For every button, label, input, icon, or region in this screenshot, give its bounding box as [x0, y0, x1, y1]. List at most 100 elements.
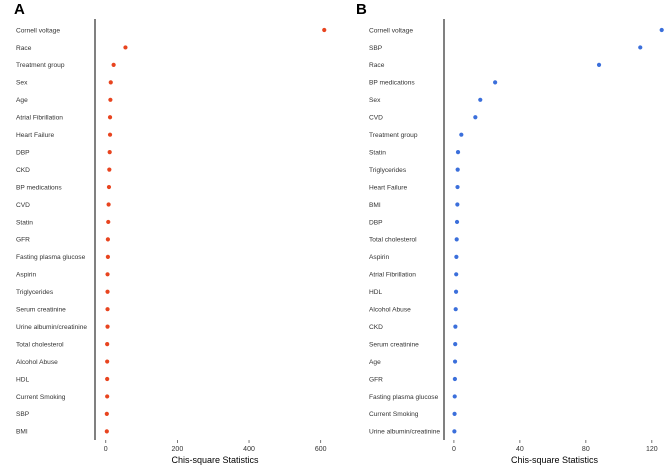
data-point	[107, 115, 113, 120]
x-tick-label: 0	[104, 446, 108, 453]
category-label: Age	[369, 359, 381, 366]
data-point	[105, 324, 110, 329]
chart-panel-a: Cornell voltage Race Treatment group Sex Age…	[16, 19, 327, 465]
category-label: Triglycerides	[16, 289, 54, 296]
chart-panel-b: Cornell voltage SBP Race BP medications Sex C…	[369, 19, 664, 465]
category-label: Urine albumin/creatinine	[16, 324, 87, 331]
data-point	[105, 272, 110, 277]
category-label: CKD	[16, 167, 30, 174]
data-point	[108, 80, 113, 85]
data-point	[473, 115, 478, 120]
category-label: BP medications	[369, 80, 415, 87]
data-point	[105, 237, 110, 242]
data-point	[596, 62, 602, 67]
data-point	[452, 376, 457, 382]
category-label: Urine albumin/creatinine	[369, 429, 440, 436]
data-point	[455, 184, 460, 190]
data-point	[105, 359, 110, 364]
category-label: Race	[369, 62, 385, 69]
category-label: BMI	[369, 202, 381, 209]
data-point	[638, 45, 643, 50]
x-axis-title: Chis-square Statistics	[171, 455, 259, 465]
x-tick-label: 200	[172, 446, 184, 453]
category-label: SBP	[16, 411, 30, 418]
data-point	[455, 202, 460, 207]
category-label: HDL	[16, 376, 30, 383]
data-point	[106, 219, 111, 225]
category-label: Treatment group	[369, 132, 418, 139]
category-label: Treatment group	[16, 62, 65, 69]
category-label: GFR	[16, 237, 30, 244]
category-label: Race	[16, 45, 32, 52]
data-point	[455, 150, 461, 155]
category-label: Statin	[369, 149, 386, 156]
x-tick-label: 0	[452, 446, 456, 453]
data-point	[107, 167, 112, 172]
category-label: Fasting plasma glucose	[16, 254, 86, 261]
category-label: Cornell voltage	[16, 27, 60, 34]
category-label: Aspirin	[369, 254, 389, 261]
data-point	[452, 429, 457, 434]
data-point	[659, 27, 664, 33]
category-label: Alcohol Abuse	[16, 359, 58, 366]
category-label: CKD	[369, 324, 383, 331]
x-axis-title: Chis-square Statistics	[511, 455, 599, 465]
x-tick-label: 80	[582, 446, 590, 453]
category-label: SBP	[369, 45, 383, 52]
category-label: Atrial Fibrillation	[16, 115, 63, 122]
data-point	[454, 237, 459, 242]
data-point	[453, 342, 458, 347]
category-label: Heart Failure	[369, 184, 407, 191]
category-label: Age	[16, 97, 28, 104]
data-point	[453, 307, 458, 312]
data-point	[104, 429, 109, 434]
category-label: CVD	[369, 115, 383, 122]
category-label: CVD	[16, 202, 30, 209]
category-label: Aspirin	[16, 272, 36, 279]
x-tick-label: 40	[516, 446, 524, 453]
data-point	[108, 97, 113, 102]
category-label: HDL	[369, 289, 383, 296]
data-point	[493, 80, 498, 85]
data-point	[105, 342, 110, 347]
category-label: Sex	[16, 80, 28, 87]
data-point	[105, 289, 110, 294]
x-tick-label: 600	[315, 446, 327, 453]
category-label: GFR	[369, 376, 383, 383]
panel-b-letter: B	[356, 1, 367, 18]
category-label: DBP	[369, 219, 383, 226]
data-point	[452, 359, 458, 364]
category-label: Sex	[369, 97, 381, 104]
category-label: Serum creatinine	[16, 307, 66, 314]
data-point	[104, 411, 109, 416]
x-tick-label: 120	[646, 446, 658, 453]
data-point	[453, 324, 458, 329]
category-label: Serum creatinine	[369, 341, 419, 348]
data-point	[455, 167, 460, 172]
category-label: Atrial Fibrillation	[369, 272, 416, 279]
category-label: Current Smoking	[369, 411, 419, 418]
category-label: Fasting plasma glucose	[369, 394, 439, 401]
category-label: Alcohol Abuse	[369, 307, 411, 314]
data-point	[453, 289, 459, 294]
category-label: Heart Failure	[16, 132, 54, 139]
category-label: Total cholesterol	[16, 341, 64, 348]
data-point	[107, 132, 113, 137]
data-point	[478, 97, 483, 102]
category-label: Triglycerides	[369, 167, 407, 174]
category-label: Statin	[16, 219, 33, 226]
x-tick-label: 400	[243, 446, 255, 453]
data-point	[107, 150, 112, 155]
data-point	[452, 411, 457, 416]
data-point	[123, 45, 128, 50]
category-label: BMI	[16, 429, 28, 436]
panel-a-letter: A	[14, 1, 25, 18]
data-point	[105, 376, 110, 382]
category-label: Cornell voltage	[369, 27, 413, 34]
data-point	[454, 219, 460, 225]
data-point	[322, 27, 327, 33]
data-point	[105, 254, 110, 259]
data-point	[452, 394, 457, 399]
category-label: Current Smoking	[16, 394, 66, 401]
